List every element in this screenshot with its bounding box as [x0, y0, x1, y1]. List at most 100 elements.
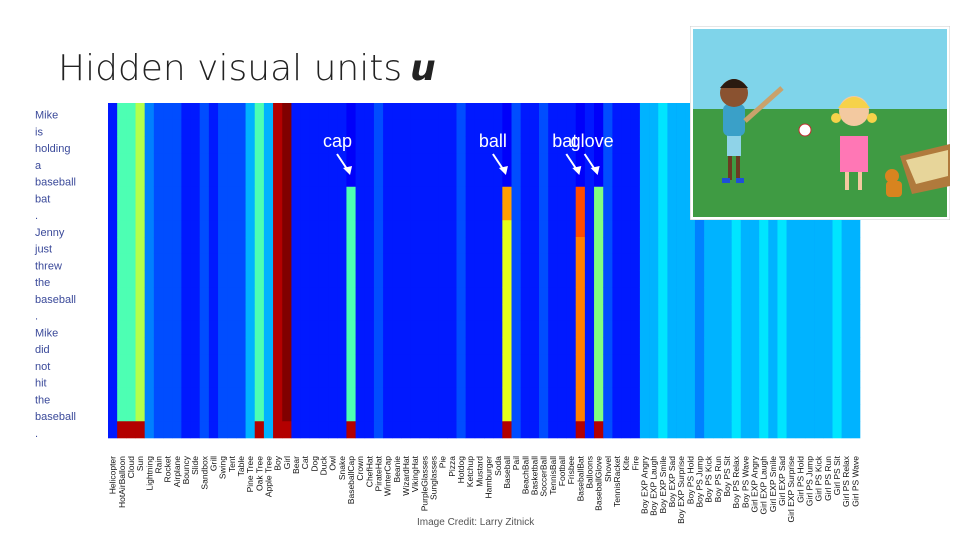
heatmap-cell — [465, 320, 476, 338]
heatmap-cell — [621, 220, 632, 238]
heatmap-cell — [318, 320, 329, 338]
heatmap-cell — [263, 136, 274, 154]
heatmap-cell — [777, 287, 787, 305]
heatmap-cell — [594, 186, 604, 204]
heatmap-cell — [639, 153, 650, 171]
heatmap-cell — [456, 170, 466, 188]
heatmap-cell — [584, 103, 595, 121]
heatmap-cell — [685, 270, 696, 288]
heatmap-cell — [603, 186, 613, 204]
sandbox — [900, 144, 950, 194]
heatmap-cell — [777, 304, 787, 322]
heatmap-cell — [676, 220, 687, 238]
heatmap-cell — [117, 186, 127, 204]
heatmap-cell — [346, 220, 356, 238]
heatmap-cell — [227, 320, 237, 338]
heatmap-cell — [832, 320, 842, 338]
heatmap-cell — [612, 404, 622, 422]
heatmap-cell — [199, 136, 210, 154]
heatmap-cell — [795, 270, 806, 288]
heatmap-cell — [474, 304, 485, 322]
heatmap-cell — [474, 371, 485, 389]
heatmap-cell — [474, 287, 485, 305]
heatmap-cell — [273, 170, 283, 188]
heatmap-cell — [117, 387, 127, 405]
heatmap-cell — [419, 119, 430, 137]
heatmap-cell — [273, 237, 283, 255]
heatmap-cell — [658, 203, 668, 221]
heatmap-cell — [795, 220, 806, 238]
heatmap-cell — [108, 387, 118, 405]
heatmap-cell — [392, 103, 402, 121]
heatmap-cell — [474, 153, 485, 171]
heatmap-cell — [181, 237, 191, 255]
heatmap-cell — [474, 387, 485, 405]
heatmap-cell — [566, 421, 577, 439]
heatmap-cell — [254, 287, 265, 305]
heatmap-cell — [428, 136, 439, 154]
heatmap-cell — [804, 253, 815, 271]
heatmap-cell — [181, 270, 191, 288]
heatmap-cell — [199, 153, 210, 171]
heatmap-cell — [401, 287, 411, 305]
heatmap-cell — [392, 253, 402, 271]
heatmap-cell — [447, 287, 457, 305]
heatmap-cell — [557, 371, 567, 389]
heatmap-cell — [612, 337, 622, 355]
heatmap-cell — [722, 421, 732, 439]
heatmap-cell — [823, 253, 833, 271]
heatmap-cell — [823, 354, 833, 372]
column-label: Boy PS Jump — [695, 456, 705, 508]
heatmap-cell — [428, 337, 439, 355]
heatmap-cell — [337, 237, 347, 255]
heatmap-cell — [603, 337, 613, 355]
heatmap-cell — [584, 220, 595, 238]
column-label: Sunglasses — [429, 456, 439, 500]
heatmap-cell — [355, 354, 366, 372]
column-label: Sandbox — [199, 455, 209, 489]
heatmap-cell — [428, 404, 439, 422]
heatmap-cell — [639, 387, 650, 405]
heatmap-cell — [135, 253, 145, 271]
heatmap-cell — [438, 220, 448, 238]
heatmap-cell — [658, 136, 668, 154]
heatmap-cell — [318, 304, 329, 322]
heatmap-cell — [438, 421, 448, 439]
heatmap-cell — [676, 119, 687, 137]
row-label: threw — [35, 261, 62, 273]
heatmap-cell — [236, 421, 246, 439]
heatmap-cell — [493, 287, 503, 305]
heatmap-cell — [557, 136, 567, 154]
heatmap-cell — [108, 304, 118, 322]
heatmap-cell — [410, 103, 421, 121]
column-label: Bouncy — [181, 455, 191, 484]
heatmap-cell — [557, 220, 567, 238]
heatmap-cell — [768, 354, 778, 372]
heatmap-cell — [630, 354, 641, 372]
heatmap-cell — [172, 304, 182, 322]
heatmap-cell — [282, 103, 292, 121]
heatmap-cell — [539, 186, 549, 204]
heatmap-cell — [273, 354, 283, 372]
heatmap-cell — [832, 387, 842, 405]
heatmap-cell — [328, 153, 338, 171]
heatmap-cell — [438, 287, 448, 305]
heatmap-cell — [749, 387, 760, 405]
heatmap-cell — [850, 270, 861, 288]
heatmap-cell — [208, 203, 219, 221]
heatmap-cell — [566, 270, 577, 288]
column-label: Boy EXP Sad — [667, 456, 677, 508]
heatmap-cell — [190, 304, 201, 322]
heatmap-cell — [337, 186, 347, 204]
heatmap-cell — [731, 387, 742, 405]
heatmap-cell — [263, 404, 274, 422]
heatmap-cell — [172, 371, 182, 389]
heatmap-cell — [227, 119, 237, 137]
heatmap-cell — [795, 287, 806, 305]
heatmap-cell — [328, 237, 338, 255]
column-label: TennisRacket — [612, 455, 622, 507]
heatmap-cell — [392, 237, 402, 255]
heatmap-cell — [594, 203, 604, 221]
heatmap-cell — [208, 119, 219, 137]
heatmap-cell — [630, 387, 641, 405]
